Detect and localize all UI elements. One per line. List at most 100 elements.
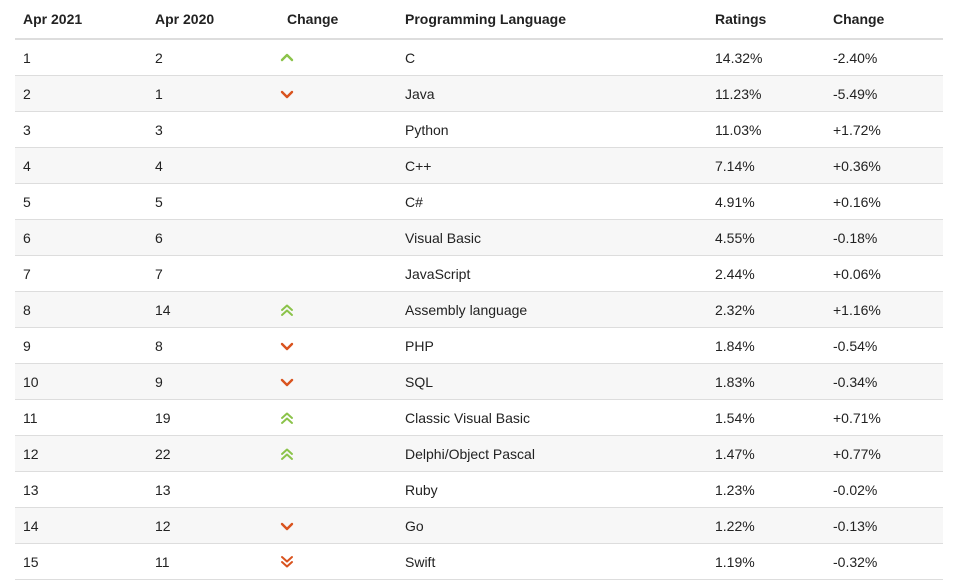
rank-2020-cell: 1 <box>147 75 279 112</box>
double-chevron-up-icon <box>280 447 294 461</box>
rank-2021-cell: 14 <box>15 507 147 544</box>
double-chevron-up-icon <box>280 303 294 317</box>
header-ratings: Ratings <box>707 0 825 40</box>
rating-cell: 7.14% <box>707 147 825 184</box>
table-row: 14 12 Go 1.22% -0.13% <box>15 507 943 544</box>
rank-2021-cell: 7 <box>15 255 147 292</box>
rank-2020-cell: 12 <box>147 507 279 544</box>
rating-change-cell: +0.77% <box>825 435 943 472</box>
table-body: 1 2 C 14.32% -2.40% 2 1 Java 11.23% -5.49% 3 3 Pytho… <box>15 39 943 580</box>
rank-2021-cell: 10 <box>15 363 147 400</box>
rating-cell: 1.47% <box>707 435 825 472</box>
rating-cell: 11.23% <box>707 75 825 112</box>
rank-2020-cell: 2 <box>147 39 279 76</box>
rating-change-cell: -0.54% <box>825 327 943 364</box>
rank-2021-cell: 12 <box>15 435 147 472</box>
rank-2021-cell: 9 <box>15 327 147 364</box>
position-change-cell <box>279 399 397 436</box>
rank-2021-cell: 2 <box>15 75 147 112</box>
rating-cell: 1.23% <box>707 471 825 508</box>
rank-2020-cell: 8 <box>147 327 279 364</box>
rating-cell: 4.55% <box>707 219 825 256</box>
rank-2020-cell: 3 <box>147 111 279 148</box>
position-change-cell <box>279 435 397 472</box>
table-row: 9 8 PHP 1.84% -0.54% <box>15 327 943 364</box>
rating-change-cell: -0.32% <box>825 543 943 580</box>
language-cell: SQL <box>397 363 707 400</box>
rank-2020-cell: 7 <box>147 255 279 292</box>
header-ratings-change: Change <box>825 0 943 40</box>
position-change-cell <box>279 219 397 256</box>
rank-2020-cell: 13 <box>147 471 279 508</box>
rating-cell: 1.84% <box>707 327 825 364</box>
header-programming-language: Programming Language <box>397 0 707 40</box>
chevron-down-icon <box>280 375 294 389</box>
rank-2020-cell: 5 <box>147 183 279 220</box>
table-row: 5 5 C# 4.91% +0.16% <box>15 183 943 220</box>
language-cell: C# <box>397 183 707 220</box>
chevron-down-icon <box>280 87 294 101</box>
rating-cell: 2.44% <box>707 255 825 292</box>
position-change-cell <box>279 75 397 112</box>
language-cell: C++ <box>397 147 707 184</box>
table-row: 15 11 Swift 1.19% -0.32% <box>15 543 943 580</box>
chevron-up-icon <box>280 51 294 65</box>
rating-cell: 1.22% <box>707 507 825 544</box>
position-change-cell <box>279 255 397 292</box>
table-row: 10 9 SQL 1.83% -0.34% <box>15 363 943 400</box>
rank-2021-cell: 6 <box>15 219 147 256</box>
table-row: 7 7 JavaScript 2.44% +0.06% <box>15 255 943 292</box>
language-cell: Delphi/Object Pascal <box>397 435 707 472</box>
rank-2020-cell: 22 <box>147 435 279 472</box>
rating-change-cell: +0.06% <box>825 255 943 292</box>
table-row: 2 1 Java 11.23% -5.49% <box>15 75 943 112</box>
language-cell: Go <box>397 507 707 544</box>
header-apr-2020: Apr 2020 <box>147 0 279 40</box>
header-row: Apr 2021 Apr 2020 Change Programming Lan… <box>15 0 943 40</box>
double-chevron-up-icon <box>280 411 294 425</box>
rank-2021-cell: 3 <box>15 111 147 148</box>
table-row: 6 6 Visual Basic 4.55% -0.18% <box>15 219 943 256</box>
position-change-cell <box>279 543 397 580</box>
header-position-change: Change <box>279 0 397 40</box>
position-change-cell <box>279 291 397 328</box>
rank-2021-cell: 11 <box>15 399 147 436</box>
rating-cell: 4.91% <box>707 183 825 220</box>
rating-cell: 1.83% <box>707 363 825 400</box>
language-cell: Visual Basic <box>397 219 707 256</box>
language-ranking-table: Apr 2021 Apr 2020 Change Programming Lan… <box>15 0 943 580</box>
table-row: 13 13 Ruby 1.23% -0.02% <box>15 471 943 508</box>
rating-change-cell: +0.36% <box>825 147 943 184</box>
table-header: Apr 2021 Apr 2020 Change Programming Lan… <box>15 0 943 40</box>
rank-2020-cell: 11 <box>147 543 279 580</box>
table-row: 11 19 Classic Visual Basic 1.54% +0.71% <box>15 399 943 436</box>
rating-change-cell: -0.02% <box>825 471 943 508</box>
language-cell: Ruby <box>397 471 707 508</box>
rank-2021-cell: 4 <box>15 147 147 184</box>
position-change-cell <box>279 327 397 364</box>
rank-2020-cell: 19 <box>147 399 279 436</box>
rating-cell: 1.54% <box>707 399 825 436</box>
rating-change-cell: +1.16% <box>825 291 943 328</box>
rating-change-cell: -2.40% <box>825 39 943 76</box>
rating-cell: 1.19% <box>707 543 825 580</box>
table-row: 12 22 Delphi/Object Pascal 1.47% +0.77% <box>15 435 943 472</box>
rank-2021-cell: 13 <box>15 471 147 508</box>
double-chevron-down-icon <box>280 555 294 569</box>
position-change-cell <box>279 39 397 76</box>
header-apr-2021: Apr 2021 <box>15 0 147 40</box>
language-cell: Java <box>397 75 707 112</box>
rating-cell: 11.03% <box>707 111 825 148</box>
rating-change-cell: -5.49% <box>825 75 943 112</box>
position-change-cell <box>279 507 397 544</box>
rating-cell: 14.32% <box>707 39 825 76</box>
rating-change-cell: -0.13% <box>825 507 943 544</box>
position-change-cell <box>279 183 397 220</box>
rank-2021-cell: 5 <box>15 183 147 220</box>
ranking-table-container: Apr 2021 Apr 2020 Change Programming Lan… <box>15 0 943 580</box>
table-row: 4 4 C++ 7.14% +0.36% <box>15 147 943 184</box>
table-row: 3 3 Python 11.03% +1.72% <box>15 111 943 148</box>
position-change-cell <box>279 147 397 184</box>
position-change-cell <box>279 111 397 148</box>
rating-change-cell: -0.34% <box>825 363 943 400</box>
